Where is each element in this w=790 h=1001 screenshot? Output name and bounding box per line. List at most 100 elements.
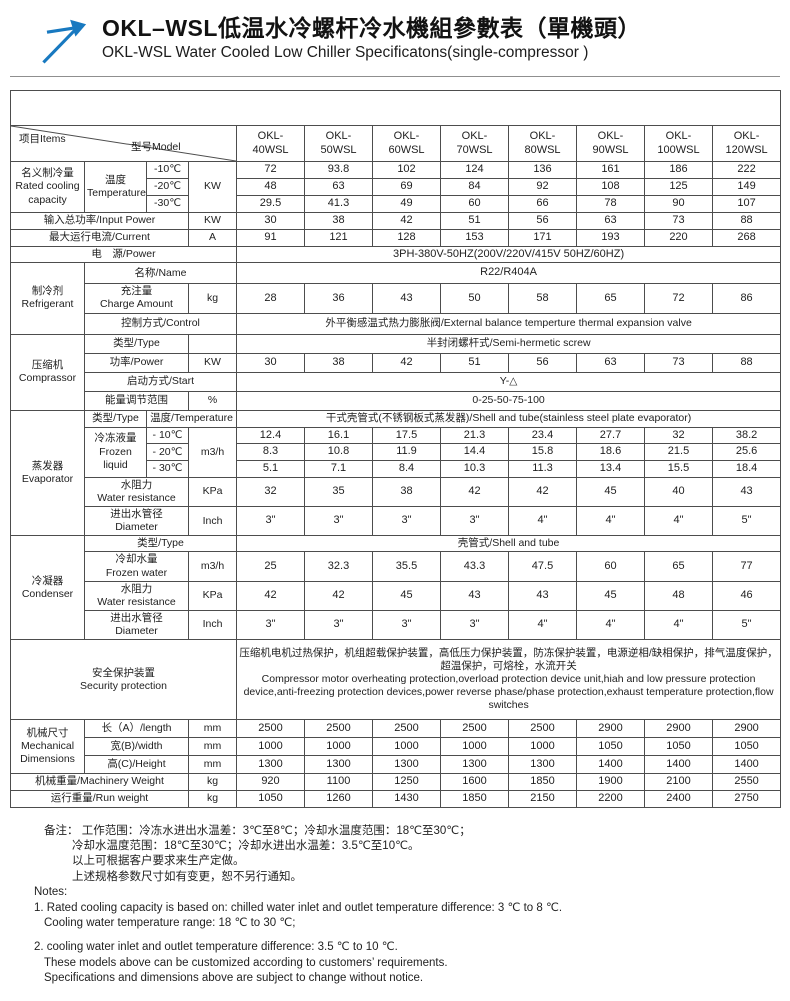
masthead: OKL–WSL低温水冷螺杆冷水機組參數表（單機頭） OKL-WSL Water … xyxy=(10,8,780,66)
note-line: These models above can be customized acc… xyxy=(44,956,448,969)
table-cell: 73 xyxy=(644,212,713,230)
table-cell: 51 xyxy=(440,212,509,230)
table-cell: 1000 xyxy=(304,737,373,757)
table-cell: 宽(B)/width xyxy=(84,737,189,757)
table-cell: 920 xyxy=(236,773,305,791)
table-row: 安全保护装置 Security protection 压缩机电机过热保护，机组超载… xyxy=(10,639,782,721)
table-cell: 充注量 Charge Amount xyxy=(84,283,189,314)
note-line: 以上可根据客户要求来生产定做。 xyxy=(72,855,245,868)
table-cell: 1430 xyxy=(372,789,441,808)
table-cell: 12.4 xyxy=(236,426,305,445)
table-cell: 1900 xyxy=(576,773,645,791)
table-cell: 2900 xyxy=(576,719,645,739)
table-cell: 1250 xyxy=(372,773,441,791)
table-cell: 2750 xyxy=(711,789,782,808)
table-cell: 4" xyxy=(644,505,713,537)
table-cell: 1300 xyxy=(372,755,441,775)
table-cell: 15.5 xyxy=(644,460,713,478)
table-cell: 84 xyxy=(440,178,509,196)
table-row: 名义制冷量 Rated cooling capacity 温度 Temperatu… xyxy=(10,161,782,213)
table-cell: 128 xyxy=(372,228,441,247)
table-cell: 42 xyxy=(372,212,441,230)
table-row: 机械重量/Machinery Weight kg 920 1100 1250 1600 18… xyxy=(10,773,782,791)
table-cell: 60 xyxy=(576,551,645,582)
table-cell: mm xyxy=(188,737,237,757)
table-cell: 2500 xyxy=(440,719,509,739)
note-line: 上述规格参数尺寸如有变更，恕不另行通知。 xyxy=(72,870,302,883)
table-cell: 60 xyxy=(440,195,509,213)
table-cell: 63 xyxy=(576,352,645,373)
note-line: 备注： 工作范围：冷冻水进出水温差：3℃至8℃；冷却水温度范围：18℃至30℃； xyxy=(44,824,471,837)
table-cell: 2150 xyxy=(508,789,577,808)
table-cell: 149 xyxy=(711,178,782,196)
table-cell: 0-25-50-75-100 xyxy=(235,390,782,411)
table-cell: 1850 xyxy=(440,789,509,808)
table-cell: 11.3 xyxy=(508,460,577,478)
table-cell: 类型/Type xyxy=(84,333,189,354)
table-cell: 水阻力 Water resistance xyxy=(84,580,189,611)
table-row: 冷凝器 Condenser 类型/Type 壳管式/Shell and tube xyxy=(10,535,782,641)
table-cell: 进出水管径 Diameter xyxy=(84,505,189,537)
table-cell: 2500 xyxy=(372,719,441,739)
table-cell: 43 xyxy=(508,580,577,611)
table-cell: 222 xyxy=(711,161,782,179)
table-row: - 20℃ 8.3 10.8 11.9 14.4 15.8 18.6 21.5 25.6 xyxy=(11,443,782,461)
model-header: OKL- 80WSL xyxy=(508,125,577,162)
table-cell: 1400 xyxy=(711,755,782,775)
table-cell: 35 xyxy=(304,476,373,508)
table-cell: 最大运行电流/Current xyxy=(10,228,189,247)
table-cell: 2500 xyxy=(508,719,577,739)
table-cell: -20℃ xyxy=(146,178,189,196)
table-cell: 1000 xyxy=(508,737,577,757)
table-row: 输入总功率/Input Power KW 30 38 42 51 56 63 73 88 xyxy=(10,212,782,230)
table-cell: -30℃ xyxy=(146,195,189,213)
table-cell: 42 xyxy=(304,580,373,611)
note-line: 2. cooling water inlet and outlet temper… xyxy=(34,941,398,954)
table-row: 水阻力 Water resistance KPa 32 35 38 42 42 45 40 43 xyxy=(11,476,782,508)
table-row: 水阻力 Water resistance KPa 42 42 45 43 43 45 48 46 xyxy=(11,580,782,611)
table-cell: 启动方式/Start xyxy=(84,371,237,392)
table-cell: 268 xyxy=(711,228,782,247)
table-cell: 17.5 xyxy=(372,426,441,445)
table-cell: 电 源/Power xyxy=(10,245,237,264)
note-line: Specifications and dimensions above are … xyxy=(44,972,424,985)
table-cell: 干式壳管式(不锈钢板式蒸发器)/Shell and tube(stainless… xyxy=(235,409,782,428)
table-row: 蒸发器 Evaporator 类型/Type 温度/Temperature 干式壳管式… xyxy=(10,409,782,537)
table-cell: 21.3 xyxy=(440,426,509,445)
table-cell: 3" xyxy=(372,609,441,641)
model-header: OKL- 70WSL xyxy=(440,125,509,162)
table-cell: 进出水管径 Diameter xyxy=(84,609,189,641)
table-cell: 18.6 xyxy=(576,443,645,461)
table-cell: -10℃ xyxy=(146,161,189,179)
table-row: 宽(B)/width mm 1000 1000 1000 1000 1000 1050 1050… xyxy=(11,737,782,757)
table-cell: mm xyxy=(188,719,237,739)
table-cell: 63 xyxy=(304,178,373,196)
model-header: OKL- 40WSL xyxy=(236,125,305,162)
table-cell: 38 xyxy=(304,352,373,373)
table-cell: 8.4 xyxy=(372,460,441,478)
table-cell: 72 xyxy=(644,283,713,314)
table-row: 充注量 Charge Amount kg 28 36 43 50 58 65 72 86 xyxy=(11,283,782,314)
table-row: 进出水管径 Diameter Inch 3" 3" 3" 3" 4" 4" 4" 5" xyxy=(11,609,782,641)
note-line: Notes: xyxy=(34,886,68,899)
table-cell: 1000 xyxy=(236,737,305,757)
table-cell: 温度 Temperature xyxy=(84,161,147,213)
table-cell: 56 xyxy=(508,212,577,230)
table-cell: 45 xyxy=(372,580,441,611)
table-cell: 3" xyxy=(236,505,305,537)
table-cell: 5.1 xyxy=(236,460,305,478)
table-cell: 1000 xyxy=(372,737,441,757)
table-cell: 51 xyxy=(440,352,509,373)
table-row: 项目Items 型号Model OKL- 40WSL OKL- 50WSL OKL- 6… xyxy=(10,125,782,162)
table-cell: 4" xyxy=(508,505,577,537)
table-cell: 2200 xyxy=(576,789,645,808)
table-row: 冷冻液量 Frozen liquid - 10℃ m3/h 12.4 16.1 17.5 2… xyxy=(11,426,782,478)
table-row: 冷却水量 Frozen water m3/h 25 32.3 35.5 43.3 47.5 6… xyxy=(11,551,782,582)
table-cell: - 10℃ xyxy=(146,426,189,445)
table-cell: 能量调节范围 xyxy=(84,390,189,411)
table-cell: KPa xyxy=(188,476,237,508)
table-cell: 1050 xyxy=(236,789,305,808)
table-cell: 46 xyxy=(711,580,782,611)
table-cell: 42 xyxy=(508,476,577,508)
